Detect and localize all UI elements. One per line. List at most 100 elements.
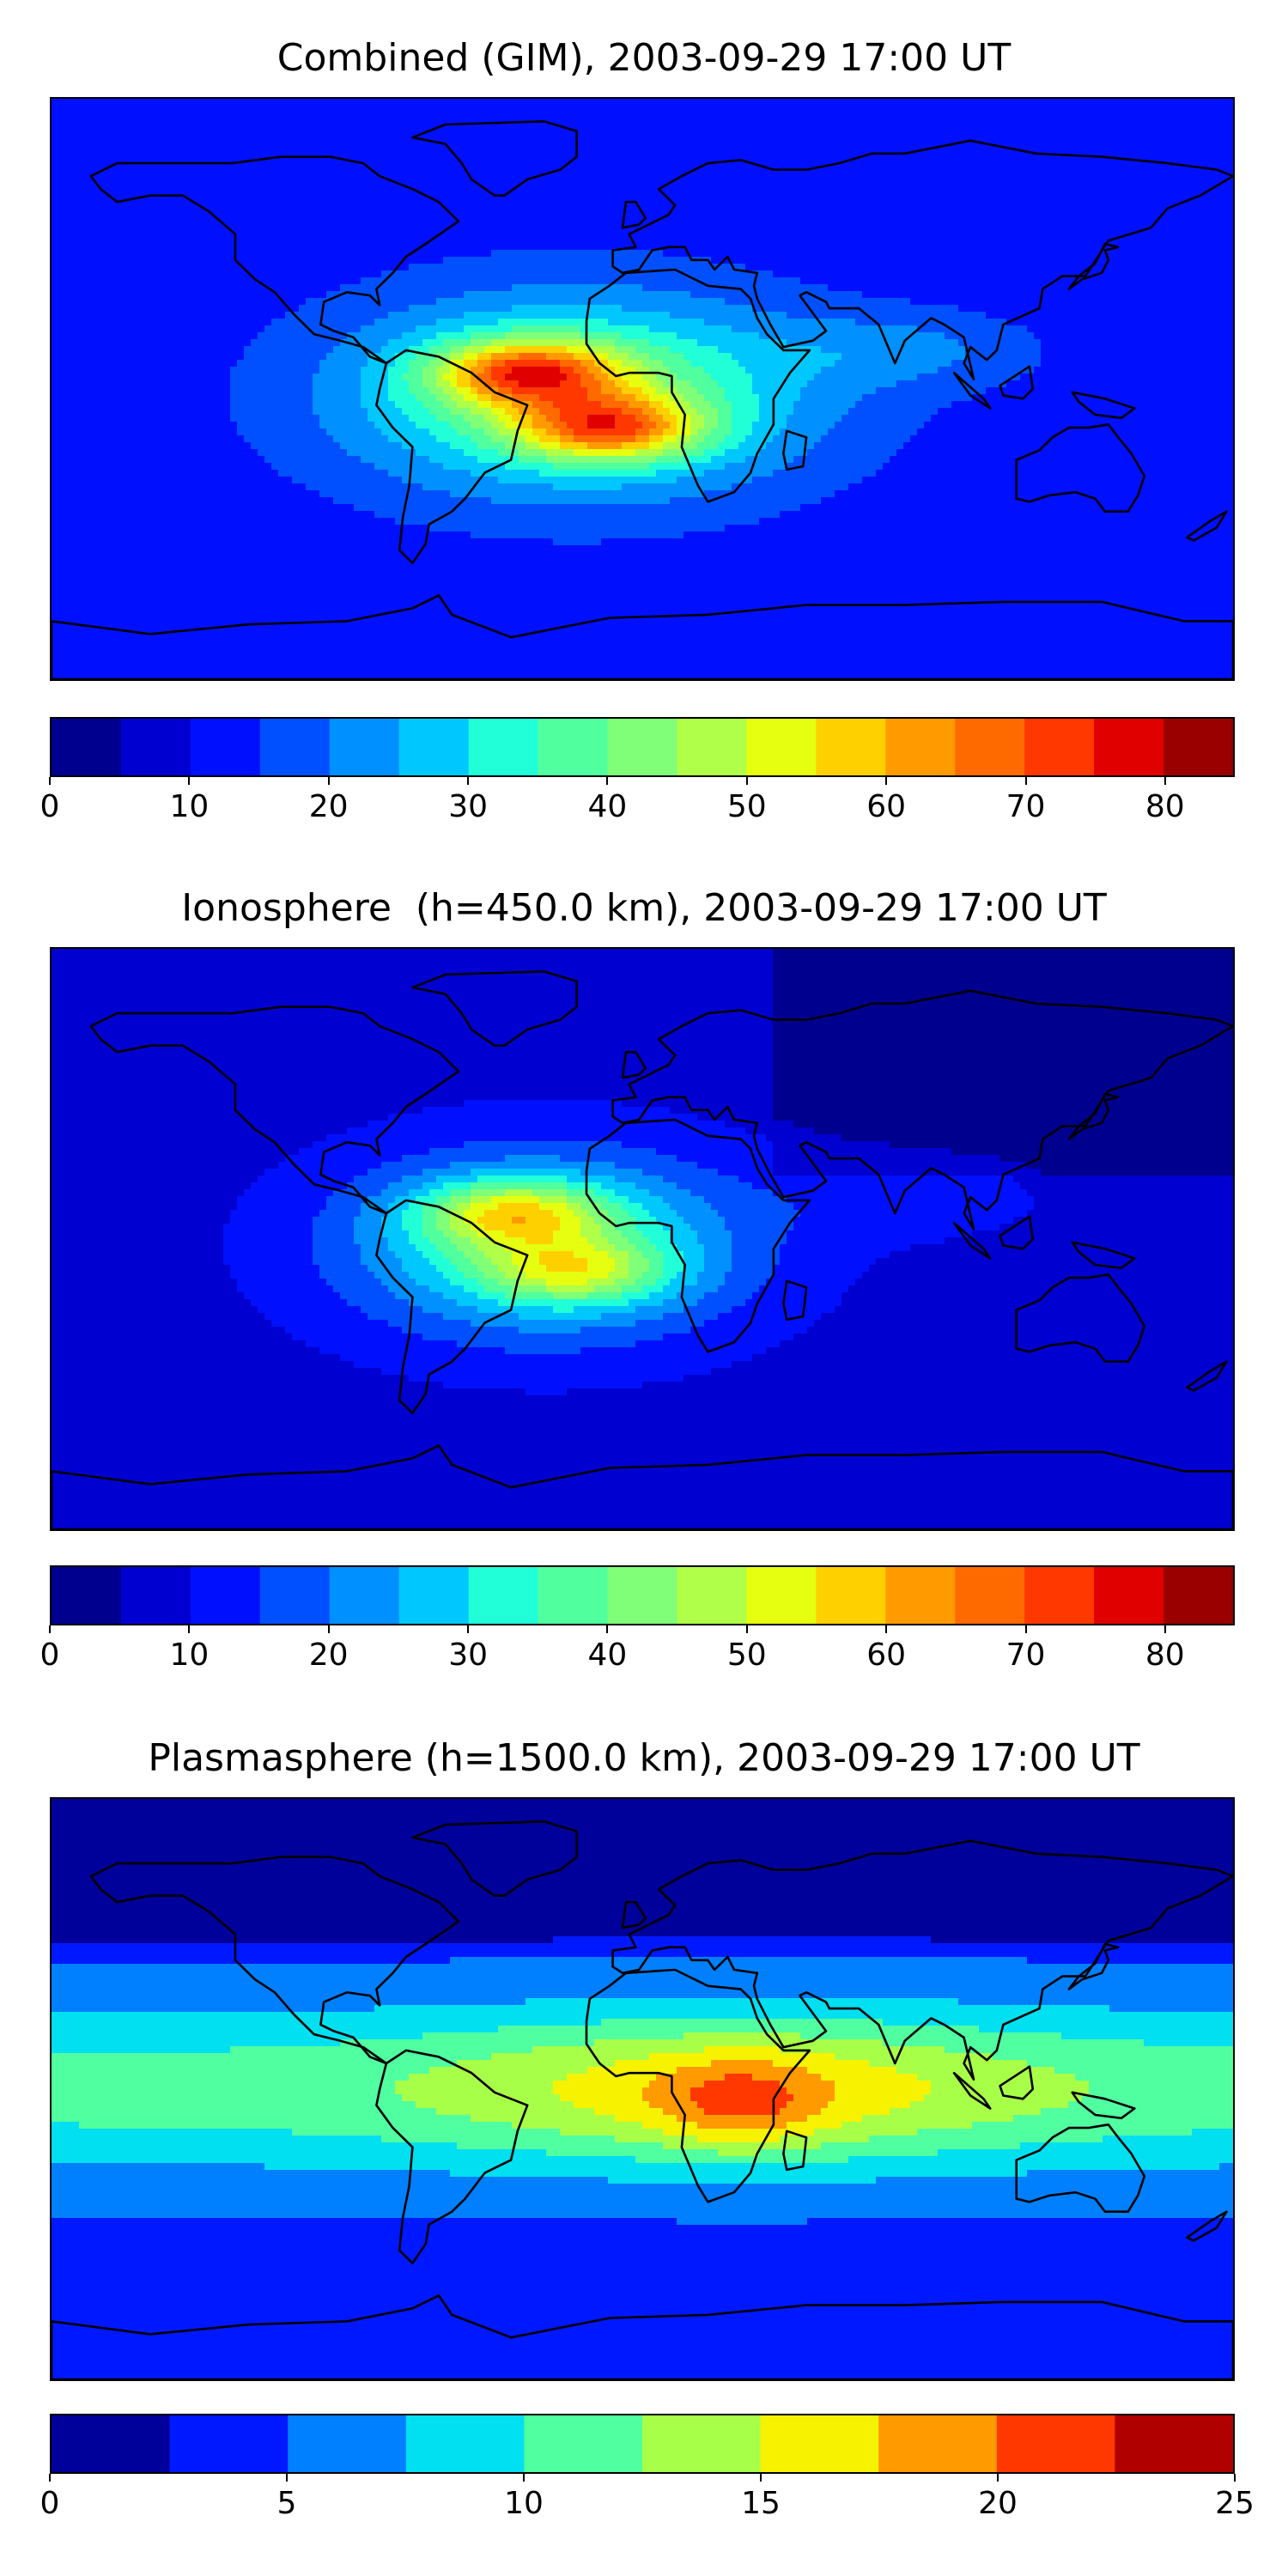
tec-cell <box>340 257 348 264</box>
tec-cell <box>251 106 258 113</box>
tec-cell <box>443 167 451 175</box>
tec-cell <box>896 202 904 210</box>
tec-cell <box>855 202 863 210</box>
tec-cell <box>1219 140 1227 148</box>
tec-cell <box>86 188 94 196</box>
tec-cell <box>79 195 87 203</box>
tec-cell <box>1157 181 1165 189</box>
tec-cell <box>958 119 966 127</box>
tec-cell <box>203 99 210 106</box>
tec-cell <box>1164 112 1172 120</box>
tec-cell <box>539 140 547 148</box>
tec-cell <box>1178 250 1186 258</box>
tec-cell <box>526 250 533 258</box>
tec-cell <box>773 181 781 189</box>
tec-cell <box>285 216 293 223</box>
tec-cell <box>1068 174 1076 182</box>
tec-cell <box>1020 250 1028 258</box>
tec-cell <box>471 222 478 230</box>
tec-cell <box>896 106 904 113</box>
tec-cell <box>79 161 87 168</box>
tec-cell <box>690 161 698 168</box>
tec-cell <box>299 222 307 230</box>
tec-cell <box>319 229 327 237</box>
tec-cell <box>1226 209 1233 216</box>
tec-cell <box>340 174 348 182</box>
tec-cell <box>1006 195 1014 203</box>
tec-cell <box>127 99 135 106</box>
tec-cell <box>148 99 155 106</box>
tec-cell <box>704 106 712 113</box>
tec-cell <box>642 291 650 299</box>
tec-cell <box>106 195 114 203</box>
tec-cell <box>395 154 403 161</box>
tec-cell <box>368 277 375 285</box>
tec-cell <box>1116 236 1124 244</box>
tec-cell <box>155 229 162 237</box>
tec-cell <box>546 236 554 244</box>
tec-cell <box>1096 167 1103 175</box>
tec-cell <box>979 161 987 168</box>
tec-cell <box>79 188 87 196</box>
tec-cell <box>670 174 677 182</box>
tec-cell <box>732 264 739 271</box>
tec-cell <box>244 133 252 141</box>
tec-cell <box>65 222 73 230</box>
tec-cell <box>574 229 581 237</box>
tec-cell <box>972 270 980 278</box>
tec-cell <box>999 264 1007 271</box>
tec-cell <box>106 133 114 141</box>
tec-cell <box>670 133 677 141</box>
tec-cell <box>1075 291 1083 299</box>
tec-cell <box>1206 106 1213 113</box>
tec-cell <box>1185 284 1193 292</box>
tec-cell <box>1151 291 1158 299</box>
tec-cell <box>292 181 300 189</box>
tec-cell <box>1130 99 1138 106</box>
tec-cell <box>402 236 410 244</box>
tec-cell <box>945 106 952 113</box>
tec-cell <box>100 243 107 251</box>
tec-cell <box>395 181 403 189</box>
tec-cell <box>436 270 444 278</box>
tec-cell <box>498 181 506 189</box>
tec-cell <box>917 229 925 237</box>
tec-cell <box>93 161 100 168</box>
tec-cell <box>841 133 849 141</box>
tec-cell <box>450 112 458 120</box>
tec-cell <box>958 277 966 285</box>
tec-cell <box>821 264 829 271</box>
tec-cell <box>993 209 1000 216</box>
tec-cell <box>793 243 801 251</box>
tec-cell <box>1199 264 1206 271</box>
tec-cell <box>168 188 176 196</box>
tec-cell <box>622 222 629 230</box>
tec-cell <box>1157 250 1165 258</box>
tec-cell <box>361 209 368 216</box>
tec-cell <box>319 126 327 134</box>
tec-cell <box>264 291 272 299</box>
tec-cell <box>498 195 506 203</box>
tec-cell <box>766 202 774 210</box>
tec-cell <box>1199 284 1206 292</box>
tec-cell <box>168 270 176 278</box>
tec-cell <box>951 202 959 210</box>
tec-cell <box>683 99 691 106</box>
tec-cell <box>862 270 870 278</box>
tec-cell <box>780 291 787 299</box>
tec-cell <box>505 264 513 271</box>
tec-cell <box>477 140 485 148</box>
tec-cell <box>299 291 307 299</box>
tec-cell <box>498 106 506 113</box>
tec-cell <box>1144 195 1151 203</box>
tec-cell <box>361 229 368 237</box>
tec-cell <box>512 112 519 120</box>
tec-cell <box>787 257 794 264</box>
tec-cell <box>690 119 698 127</box>
tec-cell <box>429 229 437 237</box>
tec-cell <box>271 188 279 196</box>
tec-cell <box>1075 181 1083 189</box>
tec-cell <box>1020 277 1028 285</box>
tec-cell <box>93 284 100 292</box>
tec-cell <box>443 229 451 237</box>
